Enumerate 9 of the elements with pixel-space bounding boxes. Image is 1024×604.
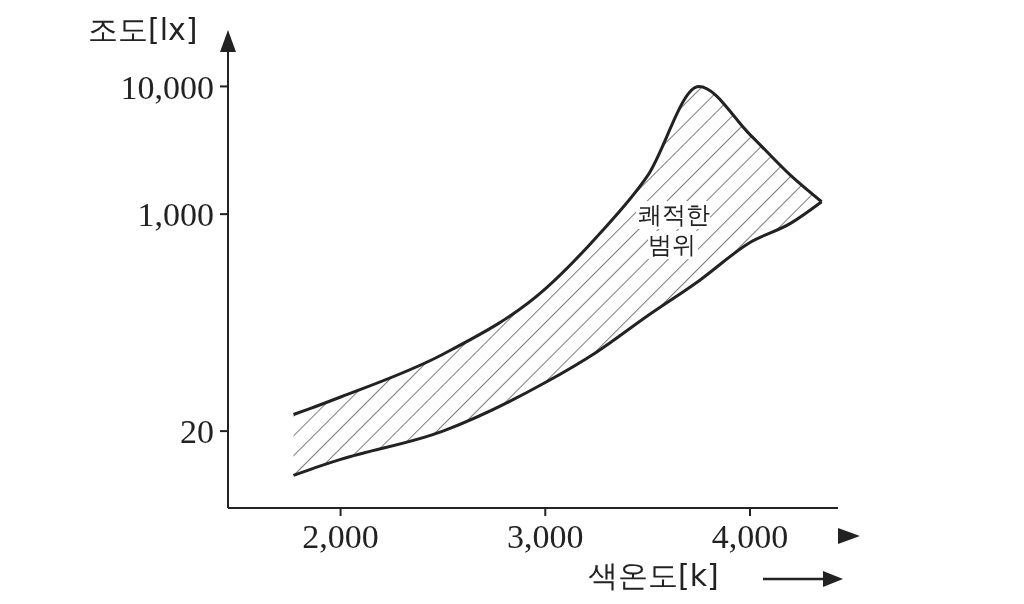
y-tick-label: 1,000	[137, 196, 214, 234]
x-tick-label: 3,000	[507, 518, 584, 556]
y-tick-label: 20	[180, 413, 214, 451]
x-tick-label: 2,000	[302, 518, 379, 556]
annotation: 쾌적한 범위	[636, 201, 710, 259]
x-axis-title: 색온도[k]	[588, 557, 719, 595]
x-tick-label: 4,000	[711, 518, 789, 556]
y-axis-title: 조도[lx]	[88, 11, 198, 49]
y-tick-label: 10,000	[120, 68, 214, 106]
